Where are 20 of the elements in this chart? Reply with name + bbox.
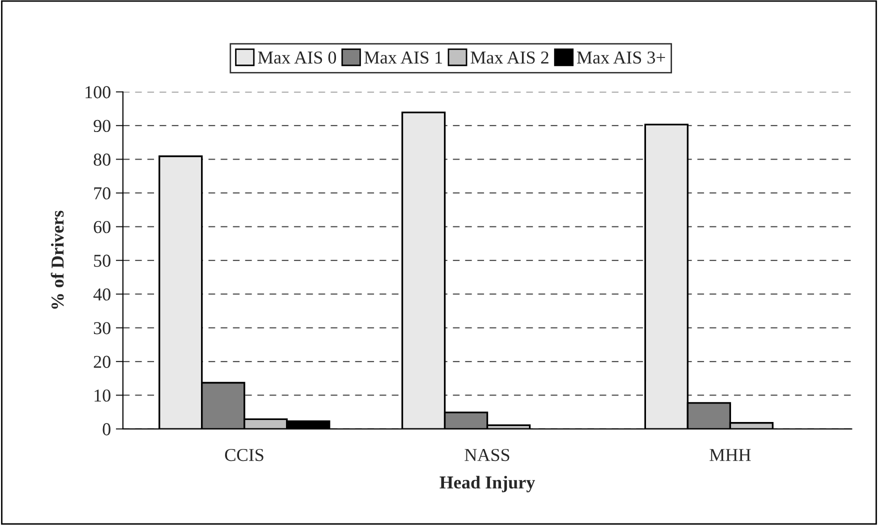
y-tick-label: 20 <box>94 356 110 368</box>
y-axis-title: % of Drivers <box>50 210 64 309</box>
y-tick-label: 80 <box>94 154 110 166</box>
legend-label: Max AIS 3+ <box>576 52 666 64</box>
x-tick-label: NASS <box>464 448 510 462</box>
x-tick-label: CCIS <box>225 448 264 462</box>
x-tick-label: MHH <box>710 449 751 461</box>
y-tick-label: 90 <box>94 120 110 132</box>
x-axis-title: Head Injury <box>440 476 536 492</box>
legend-label: Max AIS 1 <box>364 52 442 64</box>
y-tick-label: 40 <box>93 288 110 301</box>
y-tick-label: 70 <box>94 187 110 200</box>
y-tick-label: 50 <box>94 254 110 267</box>
y-tick-label: 60 <box>94 220 110 234</box>
y-tick-label: 30 <box>94 322 110 334</box>
legend-label: Max AIS 0 <box>258 51 336 64</box>
y-tick-label: 100 <box>86 86 110 98</box>
y-tick-label: 10 <box>94 389 110 402</box>
y-tick-label: 0 <box>102 423 110 436</box>
legend-label: Max AIS 2 <box>470 52 548 64</box>
